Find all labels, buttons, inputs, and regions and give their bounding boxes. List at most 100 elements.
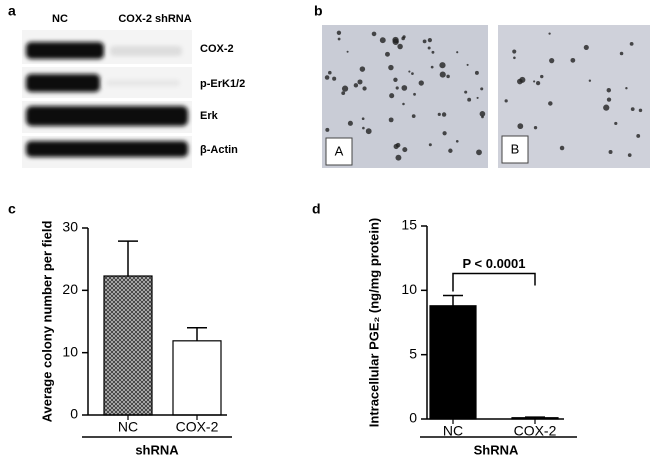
x-tick-label: NC (443, 423, 463, 439)
colony (638, 108, 643, 113)
colony (395, 154, 402, 161)
colony (353, 83, 359, 88)
colony (636, 134, 641, 138)
colony (513, 56, 516, 60)
colony (456, 51, 459, 54)
colony (619, 51, 624, 56)
y-axis-label: Intracellular PGE₂ (ng/mg protein) (366, 218, 381, 427)
group-label: shRNA (135, 442, 179, 457)
colony (512, 49, 517, 54)
colony (549, 57, 555, 64)
image-label: A (335, 143, 344, 158)
colony (476, 149, 482, 156)
image-tag (325, 137, 353, 166)
colony (336, 30, 342, 35)
colony (389, 93, 395, 99)
colony (431, 50, 435, 54)
x-tick-label: COX-2 (514, 423, 557, 439)
colony (466, 63, 469, 66)
colony (427, 46, 431, 50)
colony (393, 77, 398, 82)
protein-label: p-ErK1/2 (200, 78, 245, 90)
colony (422, 39, 427, 44)
significance-bracket (452, 272, 536, 292)
panel-letter: d (312, 201, 321, 217)
colony (533, 125, 538, 130)
colony (437, 112, 441, 116)
colony (393, 143, 399, 150)
colony (517, 123, 524, 130)
colony (629, 41, 634, 46)
colony (441, 112, 447, 117)
colony (446, 74, 450, 79)
bar (103, 275, 153, 416)
protein-label: COX-2 (200, 43, 234, 55)
y-axis-label: Average colony number per field (39, 221, 54, 423)
colony (362, 86, 367, 91)
colony (439, 62, 446, 69)
colony (559, 145, 565, 151)
colony (347, 120, 353, 126)
image-label: B (511, 141, 520, 156)
colony (341, 91, 346, 96)
colony (474, 70, 479, 75)
colony (341, 85, 349, 92)
colony (385, 51, 390, 57)
colony (395, 86, 399, 90)
panel-letter: a (8, 3, 16, 19)
colony (413, 92, 416, 96)
y-tick-label: 20 (62, 281, 78, 297)
colony (570, 57, 576, 63)
colony (324, 75, 330, 80)
y-tick-label: 5 (409, 345, 417, 361)
colony (480, 87, 484, 91)
colony (627, 153, 632, 157)
y-tick-label: 0 (409, 410, 417, 426)
bar (429, 305, 477, 420)
colony (332, 76, 337, 81)
bar (172, 340, 222, 416)
colony (418, 80, 424, 86)
colony (588, 79, 592, 82)
x-tick-label: COX-2 (176, 419, 219, 435)
colony (535, 80, 541, 86)
colony (606, 88, 612, 93)
colony (606, 97, 612, 102)
y-tick-label: 0 (70, 406, 78, 422)
colony (357, 79, 363, 85)
protein-label: Erk (200, 110, 219, 122)
colony (337, 37, 341, 41)
colony (519, 76, 526, 83)
colony (467, 97, 472, 102)
colony (411, 72, 414, 75)
blot (22, 30, 192, 168)
colony (448, 148, 453, 153)
colony (427, 38, 432, 43)
colony (388, 117, 394, 123)
colony (464, 90, 468, 94)
colony (625, 87, 628, 90)
colony (442, 131, 447, 136)
colony (439, 71, 446, 78)
colony (504, 99, 508, 103)
colony (614, 121, 618, 126)
y-tick-label: 15 (401, 217, 417, 233)
group-label: ShRNA (474, 442, 519, 457)
colony (428, 143, 432, 147)
colony (481, 115, 484, 119)
colony (455, 139, 459, 143)
x-tick-label: NC (118, 419, 138, 435)
colony (401, 36, 405, 41)
colony (371, 31, 377, 37)
colony (346, 50, 349, 53)
panel-letter: c (8, 201, 16, 217)
annotation: P < 0.0001 (462, 256, 525, 271)
colony (476, 96, 479, 99)
lane-label: NC (52, 13, 68, 25)
colony (397, 43, 403, 50)
colony (359, 66, 366, 72)
colony (608, 150, 613, 155)
colony (479, 111, 486, 117)
y-tick-label: 10 (62, 343, 78, 359)
